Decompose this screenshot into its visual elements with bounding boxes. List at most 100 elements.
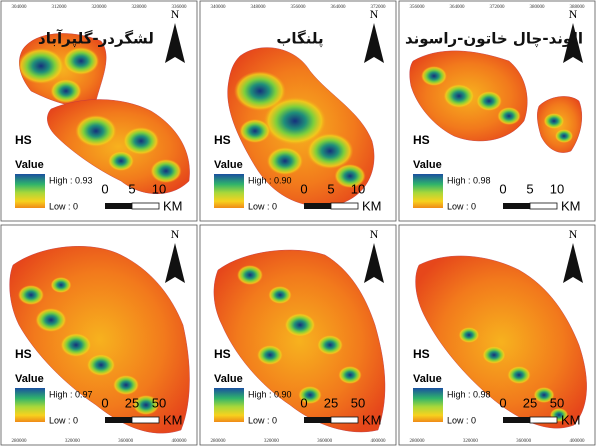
coordinate-label: 320000: [92, 5, 108, 10]
area-title: الوند-چال خاتون-راسوند: [405, 30, 583, 49]
legend-ramp: [15, 174, 45, 208]
figure: 304000312000320000328000336000Nلشگردر-گل…: [0, 0, 596, 446]
coordinate-label: 400000: [371, 439, 387, 444]
suitability-patch: [421, 66, 447, 86]
coordinate-label: 348000: [251, 5, 267, 10]
legend-high: High : 0.90: [248, 175, 292, 185]
scale-bar-dark: [304, 417, 331, 423]
legend-low: Low : 0: [49, 415, 78, 425]
legend-subtitle: Value: [413, 373, 442, 385]
legend-low: Low : 0: [447, 415, 476, 425]
legend-ramp: [413, 174, 443, 208]
scale-label: 5: [128, 181, 135, 196]
suitability-patch: [544, 113, 565, 129]
legend-subtitle: Value: [214, 373, 243, 385]
legend-title: HS: [413, 133, 430, 147]
legend-low: Low : 0: [447, 201, 476, 211]
suitability-patch: [476, 91, 502, 111]
area-title: لشگردر-گلپرآباد: [38, 30, 154, 49]
legend-title: HS: [15, 347, 32, 361]
legend-low: Low : 0: [49, 201, 78, 211]
suitability-patch: [267, 147, 303, 175]
legend-high: High : 0.98: [447, 389, 491, 399]
map-panel: 280000320000360000400000NHSValueHigh : 0…: [1, 225, 197, 445]
suitability-patch: [87, 354, 116, 376]
legend-ramp: [214, 388, 244, 422]
scale-unit: KM: [163, 412, 183, 427]
suitability-patch: [497, 107, 520, 125]
legend-title: HS: [214, 133, 231, 147]
coordinate-label: 360000: [118, 439, 134, 444]
scale-bar-dark: [105, 203, 132, 209]
area-title: پلنگاب: [276, 30, 323, 49]
scale-label: 50: [152, 395, 166, 410]
suitability-patch: [150, 159, 181, 183]
north-label: N: [171, 7, 180, 21]
suitability-patch: [50, 79, 81, 103]
legend-low: Low : 0: [248, 415, 277, 425]
scale-label: 10: [351, 181, 365, 196]
scale-label: 25: [324, 395, 338, 410]
coordinate-label: 400000: [172, 439, 188, 444]
coordinate-label: 380000: [530, 5, 546, 10]
suitability-patch: [75, 115, 117, 147]
suitability-patch: [257, 345, 283, 365]
coordinate-label: 364000: [331, 5, 347, 10]
scale-bar-dark: [304, 203, 331, 209]
scale-bar-light: [132, 417, 159, 423]
legend-ramp: [413, 388, 443, 422]
legend-high: High : 0.98: [447, 175, 491, 185]
coordinate-label: 280000: [211, 439, 227, 444]
coordinate-label: 328000: [132, 5, 148, 10]
legend-high: High : 0.93: [49, 175, 93, 185]
suitability-patch: [18, 48, 65, 84]
coordinate-label: 320000: [65, 439, 81, 444]
scale-label: 25: [523, 395, 537, 410]
suitability-patch: [18, 285, 44, 305]
scale-label: 25: [125, 395, 139, 410]
coordinate-label: 280000: [12, 439, 28, 444]
suitability-patch: [35, 308, 66, 332]
coordinate-label: 400000: [570, 439, 586, 444]
legend-title: HS: [214, 347, 231, 361]
coordinate-label: 340000: [211, 5, 227, 10]
suitability-patch: [307, 133, 354, 169]
coordinate-label: 364000: [450, 5, 466, 10]
suitability-patch: [237, 265, 263, 285]
suitability-patch: [338, 366, 361, 384]
scale-unit: KM: [163, 198, 183, 213]
legend-title: HS: [413, 347, 430, 361]
scale-bar-dark: [503, 203, 530, 209]
coordinate-label: 356000: [291, 5, 307, 10]
legend-low: Low : 0: [248, 201, 277, 211]
scale-unit: KM: [561, 412, 581, 427]
scale-label: 0: [499, 181, 506, 196]
scale-label: 0: [499, 395, 506, 410]
scale-label: 5: [526, 181, 533, 196]
scale-label: 0: [300, 181, 307, 196]
coordinate-label: 304000: [12, 5, 28, 10]
scale-bar-light: [132, 203, 159, 209]
legend-high: High : 0.97: [49, 389, 93, 399]
suitability-patch: [443, 84, 474, 108]
north-label: N: [370, 7, 379, 21]
north-label: N: [569, 7, 578, 21]
suitability-patch: [317, 335, 343, 355]
north-label: N: [171, 227, 180, 241]
legend-ramp: [214, 174, 244, 208]
scale-label: 5: [327, 181, 334, 196]
scale-unit: KM: [561, 198, 581, 213]
suitability-patch: [555, 129, 573, 143]
scale-label: 10: [152, 181, 166, 196]
suitability-patch: [60, 333, 91, 357]
suitability-patch: [268, 286, 291, 304]
page: {"panels": [ {"title": "لشگردر-گلپرآباد"…: [0, 0, 596, 446]
legend-title: HS: [15, 133, 32, 147]
coordinate-label: 372000: [490, 5, 506, 10]
suitability-patch: [239, 119, 270, 143]
map-panel: 280000320000360000400000NHSValueHigh : 0…: [200, 225, 396, 445]
